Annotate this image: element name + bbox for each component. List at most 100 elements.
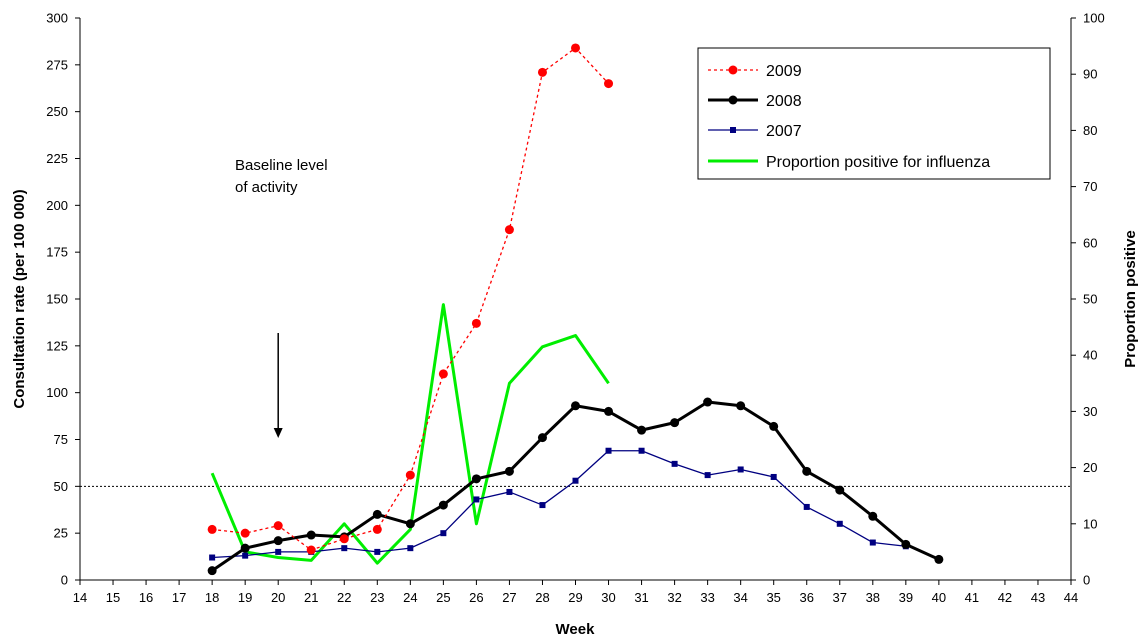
y2-tick-label: 40 — [1083, 348, 1097, 363]
y-tick-label: 50 — [54, 479, 68, 494]
y-tick-label: 275 — [46, 57, 68, 72]
x-tick-label: 21 — [304, 590, 318, 605]
series-layer — [207, 43, 944, 576]
x-tick-label: 14 — [73, 590, 87, 605]
data-point-2007 — [572, 477, 579, 484]
x-axis-ticks: 14 15 16 17 18 19 20 21 22 23 24 25 26 27 28 29 30 31 32 33… — [73, 580, 1078, 605]
data-point-2008 — [306, 530, 316, 540]
data-point-2008 — [934, 554, 944, 564]
data-point-2008 — [736, 401, 746, 411]
data-point-2008 — [802, 466, 812, 476]
y-tick-label: 100 — [46, 385, 68, 400]
y2-tick-label: 70 — [1083, 179, 1097, 194]
x-tick-label: 22 — [337, 590, 351, 605]
data-point-2007 — [374, 548, 381, 555]
data-point-2007 — [341, 545, 348, 552]
y2-tick-label: 50 — [1083, 292, 1097, 307]
x-tick-label: 36 — [799, 590, 813, 605]
data-point-2008 — [207, 566, 217, 576]
legend-entry-2009: 2009 — [708, 63, 802, 80]
x-tick-label: 34 — [733, 590, 747, 605]
x-tick-label: 18 — [205, 590, 219, 605]
data-point-2008 — [769, 421, 779, 431]
y-tick-label: 75 — [54, 432, 68, 447]
legend-marker-2008 — [728, 95, 738, 105]
data-point-2008 — [835, 485, 845, 495]
data-point-2009 — [273, 521, 283, 531]
x-tick-label: 23 — [370, 590, 384, 605]
x-tick-label: 41 — [965, 590, 979, 605]
data-point-2007 — [770, 473, 777, 480]
y2-tick-label: 90 — [1083, 67, 1097, 82]
data-point-2008 — [240, 543, 250, 553]
data-point-2008 — [571, 401, 580, 411]
data-point-2008 — [372, 509, 382, 519]
legend-label-2007: 2007 — [766, 123, 802, 140]
data-point-2008 — [637, 425, 647, 435]
data-point-2007 — [737, 466, 744, 473]
series-line-proportion-positive-for-influenza — [210, 303, 610, 565]
y-tick-label: 200 — [46, 198, 68, 213]
data-point-2007 — [539, 502, 546, 509]
baseline-annotation: Baseline level of activity — [235, 157, 328, 438]
data-point-2007 — [275, 548, 282, 555]
data-point-2009 — [339, 534, 349, 544]
data-point-2009 — [306, 545, 316, 555]
data-point-2009 — [571, 43, 580, 53]
data-point-2007 — [704, 472, 711, 479]
series-2008 — [207, 397, 944, 576]
legend-entry-2007: 2007 — [708, 123, 802, 140]
x-tick-label: 20 — [271, 590, 285, 605]
y2-tick-label: 100 — [1083, 11, 1105, 26]
y-tick-label: 0 — [61, 573, 68, 588]
x-tick-label: 42 — [998, 590, 1012, 605]
legend-label-proportion-positive-for-influenza: Proportion positive for influenza — [766, 154, 990, 171]
legend-entry-proportion-positive-for-influenza: Proportion positive for influenza — [708, 154, 990, 171]
x-tick-label: 33 — [700, 590, 714, 605]
legend-entry-2008: 2008 — [708, 93, 802, 110]
data-point-2008 — [438, 500, 448, 510]
data-point-2007 — [473, 496, 480, 503]
data-point-2007 — [605, 447, 612, 454]
legend-marker-2007 — [730, 127, 736, 133]
baseline-label-line1: Baseline level — [235, 157, 328, 174]
data-point-2007 — [869, 539, 876, 546]
y-tick-label: 175 — [46, 245, 68, 260]
y2-tick-label: 80 — [1083, 123, 1097, 138]
y2-tick-label: 0 — [1083, 573, 1090, 588]
data-point-2008 — [405, 519, 415, 529]
legend-marker-2009 — [728, 65, 738, 75]
data-point-2007 — [803, 503, 810, 510]
data-point-2007 — [242, 552, 249, 559]
data-point-2008 — [868, 511, 878, 521]
series-2009 — [207, 43, 614, 555]
data-point-2009 — [372, 524, 382, 534]
legend: 2009 2008 2007 Proportion positive for infl… — [697, 47, 1051, 180]
x-tick-label: 30 — [601, 590, 615, 605]
x-tick-label: 15 — [106, 590, 120, 605]
data-point-2007 — [638, 447, 645, 454]
y2-axis-title: Proportion positive — [1122, 230, 1139, 368]
baseline-arrow-head — [273, 428, 283, 438]
legend-label-2009: 2009 — [766, 63, 802, 80]
data-point-2008 — [504, 466, 514, 476]
y-tick-label: 250 — [46, 104, 68, 119]
x-tick-label: 39 — [899, 590, 913, 605]
data-point-2007 — [440, 530, 447, 537]
data-point-2009 — [537, 67, 547, 77]
y-tick-label: 25 — [54, 526, 68, 541]
x-tick-label: 32 — [667, 590, 681, 605]
y-tick-label: 225 — [46, 151, 68, 166]
data-point-2007 — [407, 545, 414, 552]
data-point-2007 — [836, 520, 843, 527]
x-tick-label: 29 — [568, 590, 582, 605]
x-tick-label: 27 — [502, 590, 516, 605]
series-2007 — [209, 447, 909, 561]
x-axis-title: Week — [556, 621, 596, 638]
data-point-2009 — [207, 524, 217, 534]
y-tick-label: 125 — [46, 338, 68, 353]
data-point-2008 — [604, 406, 614, 416]
data-point-2009 — [504, 225, 514, 235]
x-tick-label: 25 — [436, 590, 450, 605]
